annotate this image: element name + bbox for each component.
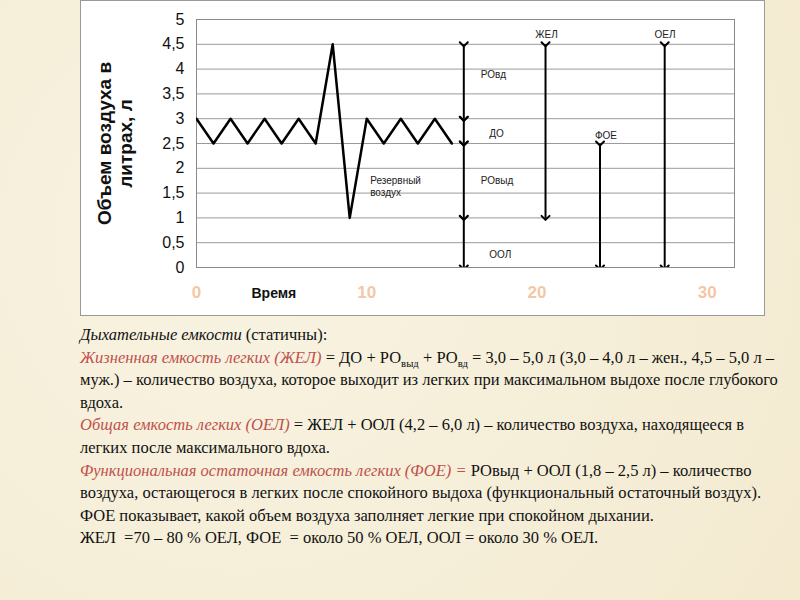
svg-text:4,5: 4,5 xyxy=(162,35,184,52)
svg-text:4: 4 xyxy=(176,60,185,77)
svg-text:1,5: 1,5 xyxy=(162,184,184,201)
svg-text:2,5: 2,5 xyxy=(162,135,184,152)
html-text:Жизненная емкость легких (ЖЕЛ): Жизненная емкость легких (ЖЕЛ) = ДО + РО… xyxy=(80,347,782,412)
svg-text:Время: Время xyxy=(252,285,297,301)
svg-text:5: 5 xyxy=(176,11,185,28)
svg-text:ОЕЛ: ОЕЛ xyxy=(654,29,675,40)
svg-text:3: 3 xyxy=(176,110,185,127)
svg-text:РОвд: РОвд xyxy=(481,69,506,80)
svg-text:1: 1 xyxy=(176,209,185,226)
svg-text:0: 0 xyxy=(192,283,201,302)
html-text:Дыхательные емкости (статичны): Дыхательные емкости (статичны): xyxy=(80,325,328,344)
svg-text:2: 2 xyxy=(176,159,185,176)
svg-text:30: 30 xyxy=(698,283,717,302)
svg-text:10: 10 xyxy=(357,283,376,302)
html-text:Функциональная остаточная емко: Функциональная остаточная емкость легких… xyxy=(80,460,766,525)
svg-text:0: 0 xyxy=(176,259,185,276)
svg-text:РОвыд: РОвыд xyxy=(481,175,514,186)
svg-text:ООЛ: ООЛ xyxy=(489,249,511,260)
html-text:Общая емкость легких (ОЕЛ) = Ж: Общая емкость легких (ОЕЛ) = ЖЕЛ + ООЛ (… xyxy=(80,415,749,457)
svg-text:ФОЕ: ФОЕ xyxy=(595,130,617,141)
svg-text:Резервныйвоздух: Резервныйвоздух xyxy=(370,175,421,198)
svg-text:ДО: ДО xyxy=(489,128,504,139)
svg-text:20: 20 xyxy=(528,283,547,302)
svg-text:3,5: 3,5 xyxy=(162,85,184,102)
svg-text:0,5: 0,5 xyxy=(162,234,184,251)
html-text:ЖЕЛ =70 – 80 % ОЕЛ, ФОЕ = окол: ЖЕЛ =70 – 80 % ОЕЛ, ФОЕ = около 50 % ОЕЛ… xyxy=(80,528,599,548)
svg-text:Объем воздуха влитрах, л: Объем воздуха влитрах, л xyxy=(94,62,137,225)
svg-text:ЖЕЛ: ЖЕЛ xyxy=(535,29,557,40)
